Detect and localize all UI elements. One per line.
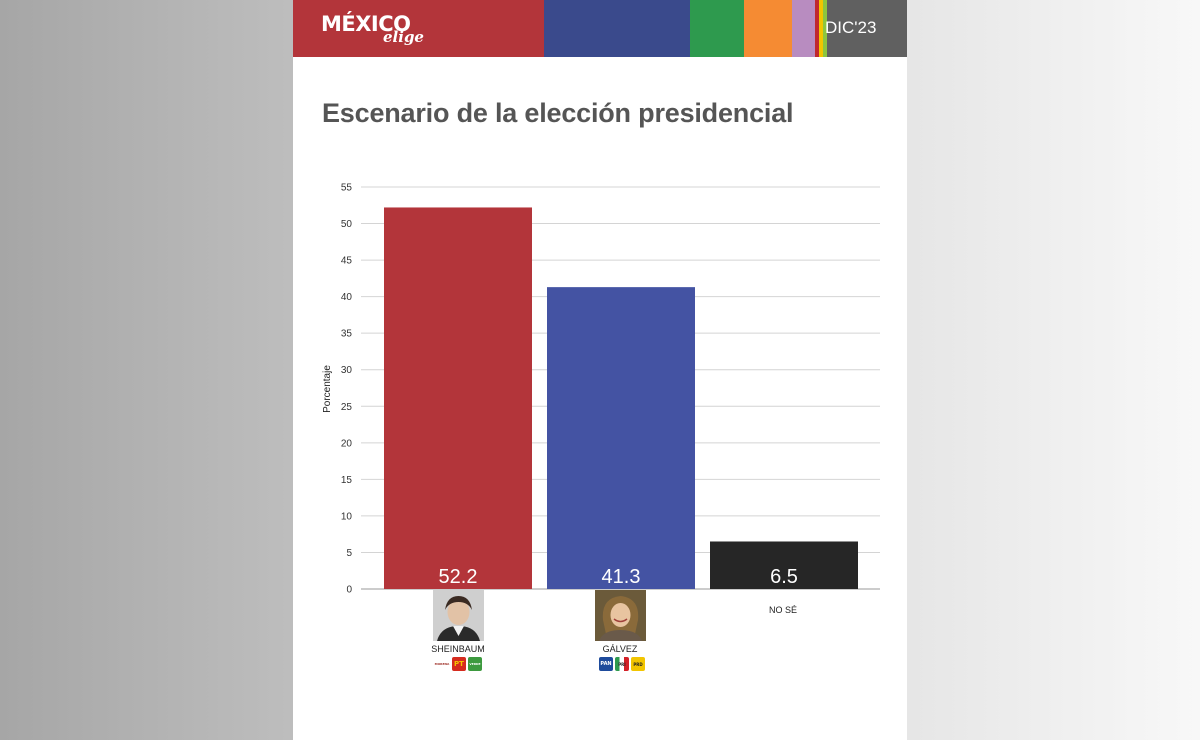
sheinbaum-photo-icon — [433, 590, 484, 641]
prd-logo-text: PRD — [633, 661, 643, 667]
category-label-galvez: GÁLVEZ — [602, 644, 638, 654]
y-tick-label: 0 — [346, 585, 352, 596]
category-label-nose: NO SÉ — [768, 605, 797, 615]
pt-logo-text: PT — [454, 660, 464, 668]
y-tick-label: 35 — [341, 329, 353, 340]
chart-card: MÉXICO elige DIC'23 Escenario de la elec… — [293, 0, 907, 740]
pan-logo-text: PAN — [600, 661, 612, 667]
data-label: 6.5 — [770, 566, 798, 588]
logo-sub-text: elige — [383, 28, 424, 46]
header-stripe-gray — [827, 0, 907, 57]
header-stripe-darkred — [815, 0, 819, 57]
y-tick-label: 50 — [341, 219, 353, 230]
y-tick-label: 45 — [341, 256, 353, 267]
y-tick-label: 55 — [341, 183, 353, 194]
header-stripe-red — [293, 0, 544, 57]
y-tick-label: 15 — [341, 475, 353, 486]
bar — [547, 287, 695, 589]
y-tick-label: 10 — [341, 511, 353, 522]
header-stripe-lime — [823, 0, 827, 57]
y-tick-label: 5 — [346, 548, 352, 559]
morena-logo-text: MORENA — [434, 662, 450, 666]
pri-logo-icon: PRI — [615, 657, 629, 671]
header-stripe-purple — [792, 0, 815, 57]
mexico-elige-logo: MÉXICO elige — [321, 10, 431, 50]
pan-logo-icon: PAN — [599, 657, 613, 671]
pri-logo-text: PRI — [618, 661, 626, 667]
prd-logo-icon: PRD — [631, 657, 645, 671]
header-bar: MÉXICO elige DIC'23 — [293, 0, 907, 57]
y-axis-label: Porcentaje — [322, 365, 333, 413]
category-label-sheinbaum: SHEINBAUM — [431, 644, 485, 654]
bar — [384, 207, 532, 589]
y-tick-label: 30 — [341, 365, 353, 376]
header-stripe-green — [690, 0, 744, 57]
bar — [710, 541, 858, 589]
pvem-logo-icon: VERDE — [468, 657, 482, 671]
pvem-logo-text: VERDE — [469, 662, 481, 666]
edition-label: DIC'23 — [825, 18, 877, 37]
header-stripe-yellow — [819, 0, 823, 57]
sheinbaum-party-logos: MORENA PT VERDE — [434, 657, 482, 673]
data-label: 41.3 — [602, 566, 641, 588]
y-tick-label: 20 — [341, 438, 353, 449]
header-stripe-orange — [744, 0, 792, 57]
header-stripe-blue — [544, 0, 690, 57]
data-label: 52.2 — [439, 566, 478, 588]
morena-logo-icon: MORENA — [434, 657, 450, 671]
galvez-photo-icon — [595, 590, 646, 641]
bar-chart: 0 5 10 15 20 25 30 35 40 45 50 55 Porcentaje 52.2 41.3… — [322, 183, 880, 596]
y-tick-label: 25 — [341, 402, 353, 413]
logo-main-text: MÉXICO — [321, 12, 411, 36]
y-tick-label: 40 — [341, 292, 353, 303]
pt-logo-icon: PT — [452, 657, 466, 671]
chart-title: Escenario de la elección presidencial — [322, 98, 794, 128]
galvez-party-logos: PAN PRI PRD — [599, 657, 645, 673]
